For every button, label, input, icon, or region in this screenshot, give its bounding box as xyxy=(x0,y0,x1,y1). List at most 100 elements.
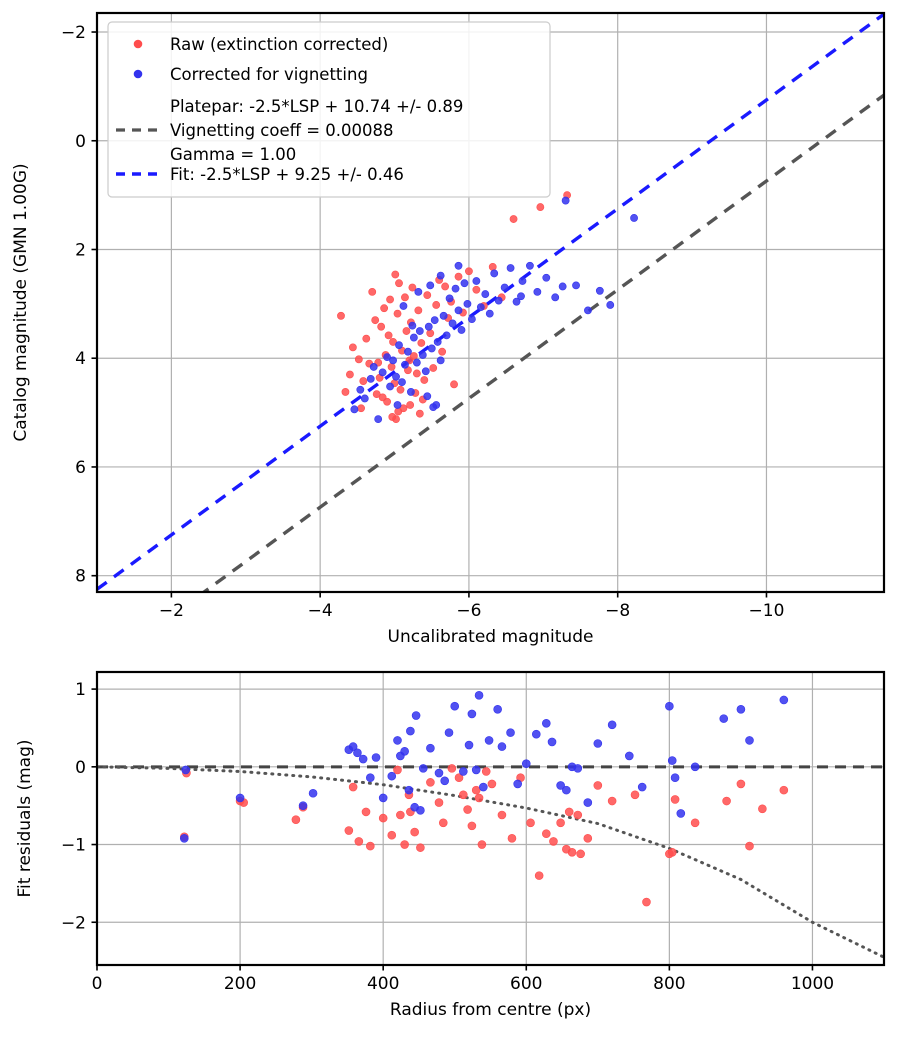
data-point xyxy=(526,261,534,270)
axes-frame-bottom xyxy=(95,670,886,967)
data-point xyxy=(371,753,381,762)
data-point xyxy=(606,301,615,309)
data-point xyxy=(357,404,365,413)
xtick-label-top: −2 xyxy=(159,601,184,621)
data-point xyxy=(387,363,396,371)
panel-fit-residuals: 0 200 400 600 800 1000 1 0 −1 −2 Radius from centr… xyxy=(15,670,886,1020)
data-point xyxy=(518,277,527,285)
legend-label-platepar-line-1: Vignetting coeff = 0.00088 xyxy=(170,121,394,140)
data-point xyxy=(341,388,350,396)
data-point xyxy=(630,214,638,222)
data-point xyxy=(360,394,369,403)
data-point xyxy=(411,711,421,720)
data-point xyxy=(474,793,484,803)
data-point xyxy=(344,826,354,835)
data-point xyxy=(429,403,438,412)
data-point xyxy=(398,378,406,387)
data-point xyxy=(459,767,468,776)
data-point xyxy=(417,339,426,347)
data-point xyxy=(377,322,386,331)
data-point xyxy=(388,413,397,421)
data-point xyxy=(354,837,364,846)
data-point xyxy=(465,267,473,276)
xtick-label-bottom: 400 xyxy=(367,974,399,994)
data-point xyxy=(472,285,481,294)
data-point xyxy=(542,829,551,838)
data-point xyxy=(429,364,438,372)
data-point xyxy=(454,272,463,281)
data-point xyxy=(471,785,481,795)
data-point xyxy=(395,279,403,288)
data-point xyxy=(506,264,515,272)
data-point xyxy=(346,370,354,379)
data-point xyxy=(424,322,433,331)
data-point xyxy=(494,296,503,305)
data-point xyxy=(448,319,457,328)
data-point xyxy=(404,785,414,795)
data-point xyxy=(298,801,308,810)
data-point xyxy=(433,338,442,346)
data-point xyxy=(500,283,509,292)
data-point xyxy=(547,737,557,747)
ytick-label-bottom: 0 xyxy=(75,758,86,778)
data-point xyxy=(630,790,640,800)
ytick-label-top: 2 xyxy=(75,240,86,260)
data-point xyxy=(432,301,441,309)
yaxis-label-top: Catalog magnitude (GMN 1.00G) xyxy=(11,163,31,441)
ytick-label-bottom: −2 xyxy=(61,913,86,933)
data-point xyxy=(415,409,424,418)
data-point xyxy=(573,810,583,820)
data-point xyxy=(368,287,377,296)
data-point xyxy=(454,773,464,782)
data-point xyxy=(485,309,494,318)
xtick-label-top: −8 xyxy=(605,601,630,621)
data-point xyxy=(354,355,363,364)
data-point xyxy=(584,306,592,315)
data-point xyxy=(353,748,362,758)
data-point xyxy=(551,293,560,302)
xtick-label-top: −4 xyxy=(308,601,333,621)
data-point xyxy=(378,368,387,377)
xaxis-label-bottom: Radius from centre (px) xyxy=(390,1000,591,1020)
data-point xyxy=(472,277,481,285)
legend-label-raw: Raw (extinction corrected) xyxy=(170,35,388,54)
data-point xyxy=(308,788,318,798)
data-point xyxy=(536,203,545,211)
data-point xyxy=(670,795,680,804)
data-point xyxy=(487,779,497,789)
data-point xyxy=(440,776,450,786)
data-point xyxy=(404,347,412,356)
data-point xyxy=(420,376,429,384)
legend-label-fit: Fit: -2.5*LSP + 9.25 +/- 0.46 xyxy=(170,165,404,184)
data-point xyxy=(406,726,415,736)
data-point xyxy=(361,807,371,817)
data-point xyxy=(513,779,522,789)
data-point xyxy=(457,326,466,334)
data-point xyxy=(484,736,494,745)
data-point xyxy=(386,295,394,304)
data-point xyxy=(418,764,428,773)
data-point xyxy=(348,782,358,792)
xtick-label-bottom: 600 xyxy=(510,974,542,994)
xtick-label-top: −10 xyxy=(749,601,785,621)
data-point xyxy=(384,331,393,340)
data-point xyxy=(607,796,617,806)
data-point xyxy=(607,720,617,730)
data-point xyxy=(497,742,507,751)
data-point xyxy=(556,818,565,828)
data-point xyxy=(517,292,525,301)
data-point xyxy=(389,338,397,346)
data-point xyxy=(573,764,583,773)
data-point xyxy=(366,374,375,383)
data-point xyxy=(383,353,392,362)
data-point xyxy=(438,818,448,828)
data-point xyxy=(412,369,421,378)
legend-top: Raw (extinction corrected) Corrected for … xyxy=(107,21,551,198)
plot-content-top xyxy=(97,13,884,592)
data-point xyxy=(572,281,580,290)
data-point xyxy=(416,806,425,815)
data-point xyxy=(372,390,381,399)
data-point xyxy=(427,344,436,353)
data-point xyxy=(407,388,415,396)
data-point xyxy=(531,729,541,739)
